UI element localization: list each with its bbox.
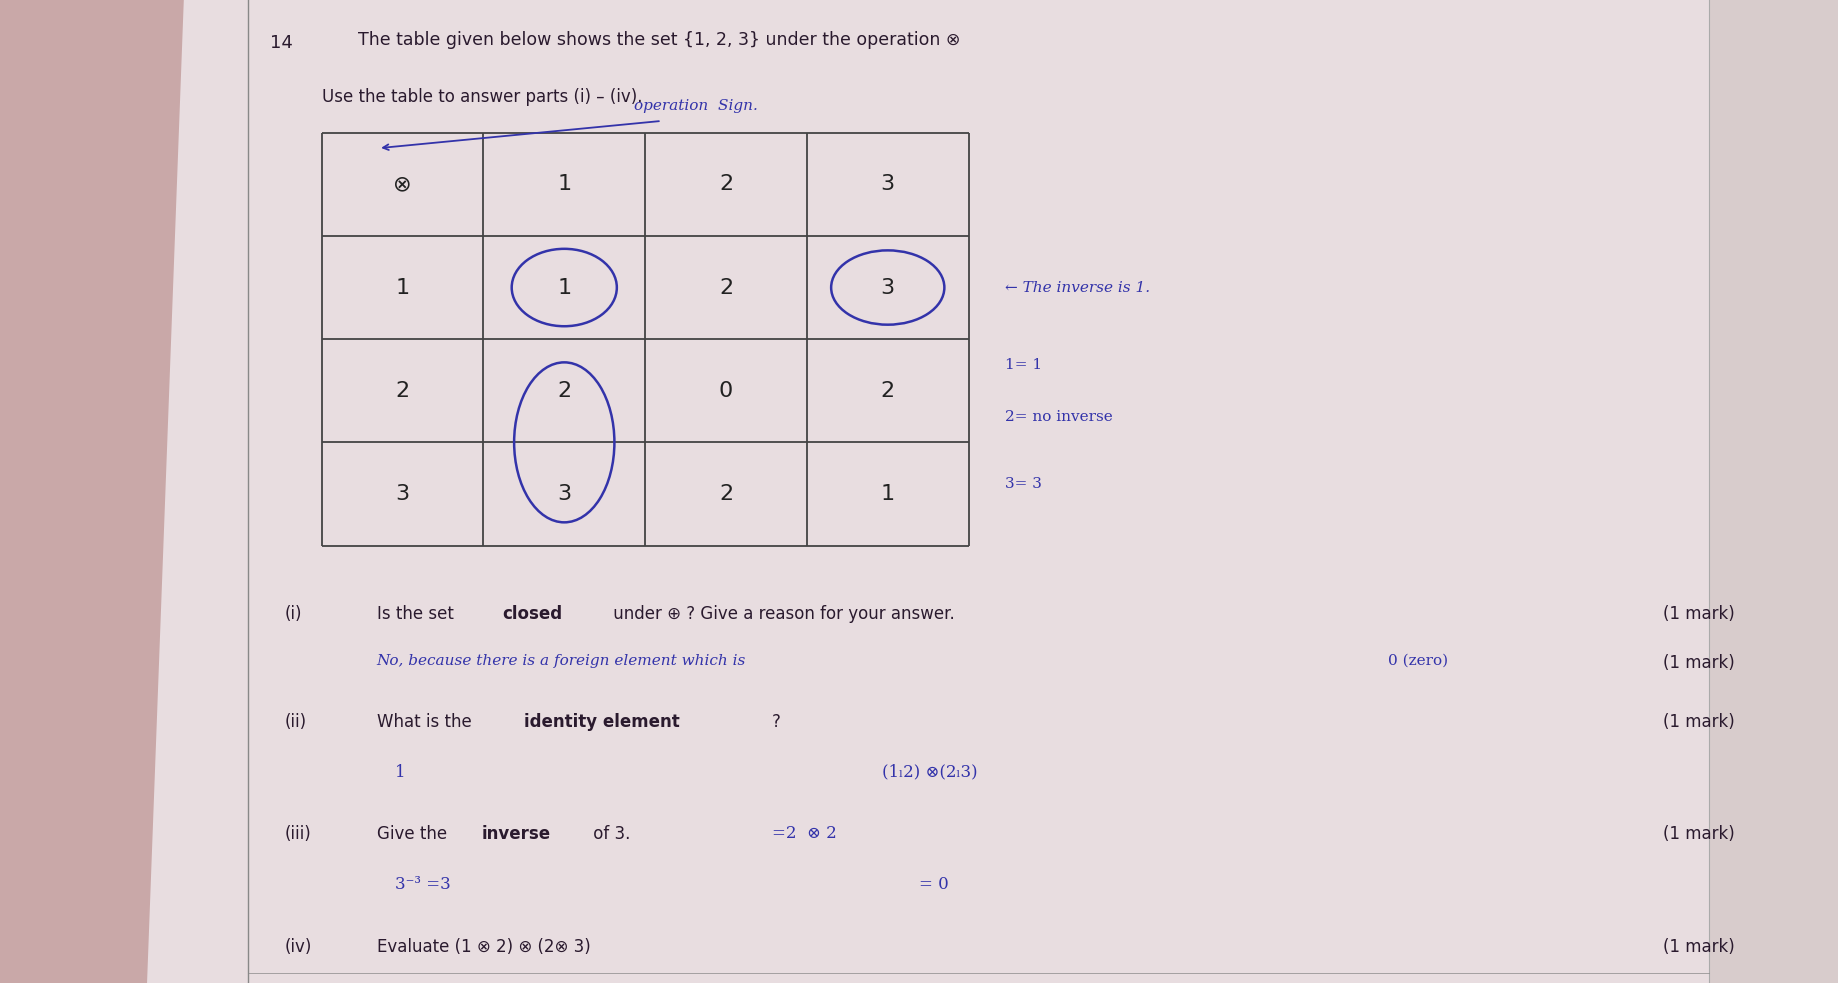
Text: 3: 3 <box>395 484 410 504</box>
Text: 3⁻³ =3: 3⁻³ =3 <box>395 876 450 894</box>
Text: (1ₗ2) ⊗(2ₗ3): (1ₗ2) ⊗(2ₗ3) <box>882 764 978 781</box>
Text: (iv): (iv) <box>285 938 312 955</box>
Text: 2: 2 <box>719 174 733 195</box>
Text: Is the set: Is the set <box>377 605 460 622</box>
Text: 1: 1 <box>395 277 410 298</box>
Text: 3: 3 <box>880 174 895 195</box>
Bar <box>248 0 1838 983</box>
Text: closed: closed <box>502 605 562 622</box>
Text: ← The inverse is 1.: ← The inverse is 1. <box>1005 280 1151 295</box>
Text: 1: 1 <box>395 764 406 781</box>
Bar <box>1709 0 1838 983</box>
Text: = 0: = 0 <box>919 876 948 894</box>
Text: =2  ⊗ 2: =2 ⊗ 2 <box>772 825 836 842</box>
Text: (1 mark): (1 mark) <box>1663 713 1735 730</box>
Text: 0 (zero): 0 (zero) <box>1388 654 1448 667</box>
Text: (ii): (ii) <box>285 713 307 730</box>
Text: 14: 14 <box>270 34 292 52</box>
Text: 0: 0 <box>719 380 733 401</box>
Text: 1: 1 <box>557 174 572 195</box>
Text: inverse: inverse <box>482 825 551 843</box>
Text: (i): (i) <box>285 605 303 622</box>
Text: operation  Sign.: operation Sign. <box>634 99 757 113</box>
Text: ⊗: ⊗ <box>393 174 412 195</box>
Text: ?: ? <box>772 713 781 730</box>
Text: 1: 1 <box>880 484 895 504</box>
Text: 2: 2 <box>557 380 572 401</box>
Text: identity element: identity element <box>524 713 680 730</box>
Text: What is the: What is the <box>377 713 476 730</box>
Text: No, because there is a foreign element which is: No, because there is a foreign element w… <box>377 654 746 667</box>
Text: Use the table to answer parts (i) – (iv).: Use the table to answer parts (i) – (iv)… <box>322 88 641 106</box>
Text: 3: 3 <box>880 277 895 298</box>
Text: 3= 3: 3= 3 <box>1005 477 1042 491</box>
Text: (iii): (iii) <box>285 825 312 843</box>
Text: 2: 2 <box>719 277 733 298</box>
Text: 1: 1 <box>557 277 572 298</box>
Text: (1 mark): (1 mark) <box>1663 938 1735 955</box>
Text: 2: 2 <box>719 484 733 504</box>
Text: 2: 2 <box>395 380 410 401</box>
Text: 1= 1: 1= 1 <box>1005 358 1042 372</box>
Text: Give the: Give the <box>377 825 452 843</box>
Text: (1 mark): (1 mark) <box>1663 825 1735 843</box>
Text: (1 mark): (1 mark) <box>1663 654 1735 671</box>
Text: (1 mark): (1 mark) <box>1663 605 1735 622</box>
Text: The table given below shows the set {1, 2, 3} under the operation ⊗: The table given below shows the set {1, … <box>358 31 961 49</box>
Text: 2= no inverse: 2= no inverse <box>1005 410 1114 424</box>
Text: of 3.: of 3. <box>588 825 630 843</box>
Polygon shape <box>147 0 312 983</box>
Text: under ⊕ ? Give a reason for your answer.: under ⊕ ? Give a reason for your answer. <box>608 605 956 622</box>
Text: 3: 3 <box>557 484 572 504</box>
Text: Evaluate (1 ⊗ 2) ⊗ (2⊗ 3): Evaluate (1 ⊗ 2) ⊗ (2⊗ 3) <box>377 938 590 955</box>
Text: 2: 2 <box>880 380 895 401</box>
